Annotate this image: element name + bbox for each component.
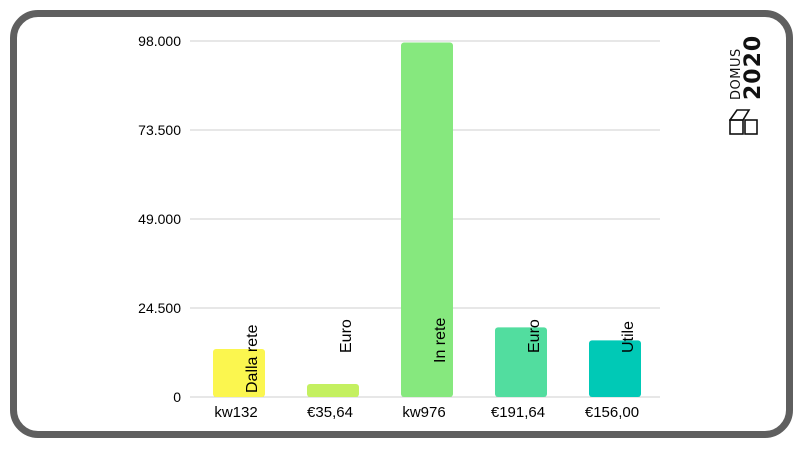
bar-label: Euro: [338, 319, 355, 353]
y-tick-labels: 0 24.500 49.000 73.500 98.000: [138, 33, 181, 405]
bar-2: [401, 42, 453, 397]
category-label: kw132: [214, 404, 257, 421]
y-tick-label: 49.000: [138, 211, 181, 227]
bar-label: Utile: [620, 321, 637, 353]
domus-logo: DOMUS 2020: [727, 34, 773, 138]
bar-0: [213, 349, 265, 397]
y-tick-label: 73.500: [138, 122, 181, 138]
y-tick-label: 24.500: [138, 300, 181, 316]
bar-1: [307, 384, 359, 397]
bars: [213, 42, 641, 397]
bar-label: In rete: [432, 318, 449, 363]
category-label: €191,64: [491, 404, 545, 421]
bar-3: [495, 327, 547, 397]
y-tick-label: 98.000: [138, 33, 181, 49]
category-label: kw976: [402, 404, 445, 421]
category-label: €35,64: [307, 404, 353, 421]
bar-4: [589, 340, 641, 397]
bar-labels: Dalla rete Euro In rete Euro Utile: [244, 318, 637, 393]
house-logo-icon: [729, 109, 758, 135]
y-tick-label: 0: [173, 389, 181, 405]
bar-label: Euro: [526, 319, 543, 353]
logo-line2: 2020: [741, 34, 766, 100]
category-labels: kw132 €35,64 kw976 €191,64 €156,00: [214, 404, 639, 421]
bar-label: Dalla rete: [244, 324, 261, 393]
category-label: €156,00: [585, 404, 639, 421]
